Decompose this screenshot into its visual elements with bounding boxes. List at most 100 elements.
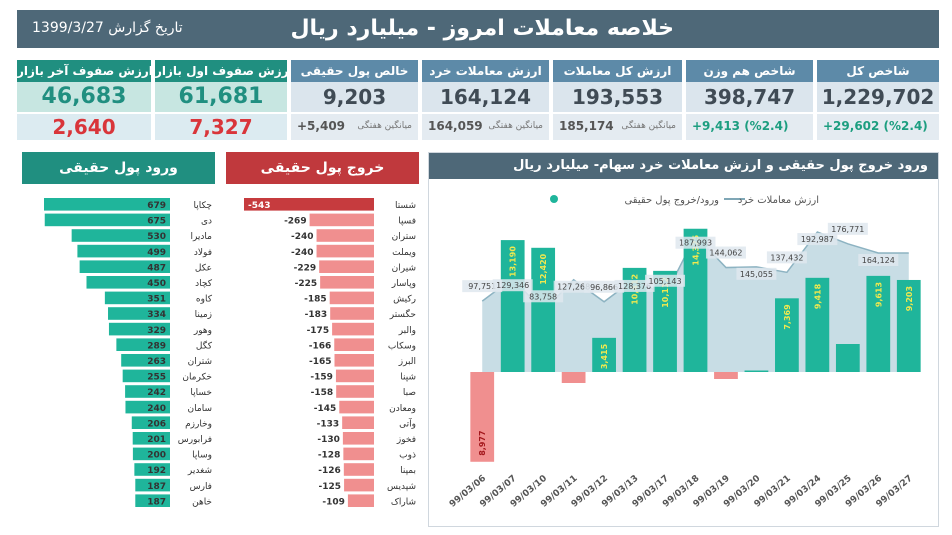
retail-value-label-bg [492,279,533,292]
inflow-value-label: 187 [147,482,166,492]
inflow-value-label: 242 [147,388,166,398]
real-money-bar [500,240,525,372]
outflow-value-label: -240 [291,232,314,242]
real-money-bar-label: 3,415 [600,343,609,369]
outflow-bar [343,463,374,476]
inflow-bar [122,369,170,383]
card-equal-weight-index: شاخص هم وزن 398,747 +9,413 (%2.4) [686,60,813,140]
retail-value-label-text: 83,758 [529,292,557,301]
inflow-bar [79,260,170,273]
outflow-bar [342,416,374,429]
outflow-symbol-label: ویملت [392,248,416,258]
real-money-bar-label: 8,977 [478,430,487,455]
outflow-symbol-label: شیران [392,263,416,273]
real-money-bar [714,372,738,379]
card-retail-trade-value: ارزش معاملات خرد 164,124 میانگین هفتگی 1… [422,60,549,140]
card-avg-label: میانگین هفتگی [357,121,412,131]
retail-value-label: 187,993 [675,236,716,249]
inflow-value-label: 240 [147,404,166,414]
card-change: +9,413 (%2.4) [692,119,789,133]
outflow-bar [342,432,374,445]
retail-value-label-text: 129,346 [496,281,529,290]
chart-legend: ارزش معاملات خرد ورود/خروج پول حقیقی [550,195,819,206]
retail-value-label-text: 97,751 [468,282,496,291]
inflow-bar [77,244,170,258]
card-value: 164,124 [422,82,549,112]
inflow-symbol-label: شتران [188,357,212,367]
outflow-value-label: -159 [310,373,333,383]
outflow-symbol-label: فسپا [398,217,416,227]
inflow-value-label: 329 [147,326,166,336]
outflow-symbol-label: والبر [398,326,416,336]
outflow-value-label: -158 [311,388,334,398]
card-avg-value: 164,059 [428,119,483,133]
card-net-real-money: خالص پول حقیقی 9,203 میانگین هفتگی +5,40… [291,60,418,140]
report-date: تاریخ گزارش 1399/3/27 [32,20,183,36]
outflow-symbol-label: شستا [395,201,416,211]
inflow-bar [125,400,170,414]
retail-value-label-text: 187,993 [679,239,712,248]
inflow-value-label: 201 [147,435,166,445]
outflow-value-label: -175 [307,326,330,336]
outflow-value-label: -130 [317,435,340,445]
card-value: 1,229,702 [817,82,939,112]
inflow-symbol-label: فرابورس [178,435,212,445]
retail-value-label: 83,758 [523,290,564,303]
inflow-bar [104,291,170,305]
real-money-bar [592,337,616,372]
real-money-bar-label: 13,190 [509,246,518,277]
inflow-symbol-label: وهور [193,326,212,336]
real-money-bar [653,270,677,372]
report-header: خلاصه معاملات امروز - میلیارد ریال تاریخ… [17,10,939,48]
real-money-bar [622,267,647,372]
retail-value-label: 164,124 [858,254,899,267]
outflow-value-label: -109 [322,497,345,507]
real-money-bar [896,279,921,372]
outflow-bar [244,198,374,211]
real-money-bar-label: 9,613 [874,282,883,307]
retail-value-label-bg [766,251,807,264]
retail-value-label-bg [827,222,868,235]
inflow-panel: ورود پول حقیقی 679 چکاپا 675 دی 530 مادیرا 499… [22,152,215,522]
inflow-symbol-label: شغدیر [187,466,212,476]
inflow-panel-title: ورود پول حقیقی [22,152,215,184]
inflow-bar [135,494,170,507]
inflow-value-label: 192 [147,466,166,476]
outflow-bar [319,260,374,273]
inflow-value-label: 200 [147,451,166,461]
outflow-symbol-label: شپنا [400,373,416,383]
inflow-symbol-label: کاوه [196,295,213,305]
outflow-value-label: -269 [284,217,307,227]
card-avg-label: میانگین هفتگی [488,121,543,131]
outflow-value-label: -145 [314,404,337,414]
outflow-symbol-label: حگستر [389,308,416,320]
real-money-bar-label: 7,369 [783,304,792,330]
retail-value-label-text: 127,268 [557,283,590,292]
card-value: 193,553 [553,82,682,112]
retail-value-label: 128,376 [614,279,655,292]
legend-item-real-money: ورود/خروج پول حقیقی [624,195,719,206]
outflow-symbol-label: شاراک [391,496,416,507]
outflow-symbol-label: وپاسار [391,279,416,289]
retail-value-label: 127,268 [553,280,594,293]
retail-value-label-bg [645,274,686,287]
inflow-symbol-label: کچاد [195,279,213,289]
card-value: 46,683 [17,82,151,112]
retail-value-label-bg [797,233,838,246]
outflow-value-label: -543 [248,201,271,211]
card-avg-label: میانگین هفتگی [621,121,676,131]
card-label: ارزش کل معاملات [553,60,682,82]
real-money-bar-label: 9,203 [905,286,914,311]
inflow-value-label: 351 [147,295,166,305]
retail-value-label-text: 137,432 [770,253,803,262]
retail-value-label-bg [614,279,655,292]
outflow-bar [316,244,374,258]
outflow-bar [347,494,374,507]
inflow-value-label: 675 [147,217,166,227]
outflow-bar-chart: -543 شستا -269 فسپا -240 ستران -240 ویملت -229 شی… [244,198,416,507]
outflow-bar [330,307,374,320]
outflow-bar [335,369,374,383]
inflow-bar [44,213,171,227]
inflow-value-label: 255 [147,373,166,383]
card-label: ارزش صفوف اول بازار [155,60,287,82]
